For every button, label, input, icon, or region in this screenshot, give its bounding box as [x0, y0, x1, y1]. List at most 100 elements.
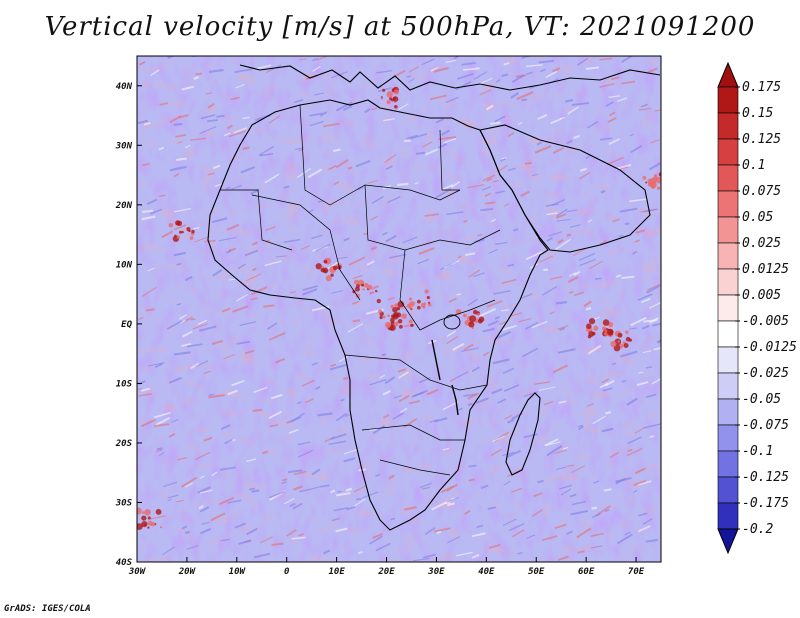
velocity-streak — [627, 448, 633, 452]
updraft-spot — [191, 229, 195, 234]
colorbar-swatch — [717, 86, 739, 114]
velocity-streak — [385, 234, 397, 243]
velocity-streak — [506, 449, 522, 458]
velocity-streak — [169, 115, 182, 123]
velocity-streak — [393, 394, 402, 399]
velocity-streak — [297, 441, 311, 446]
velocity-streak — [286, 416, 302, 424]
velocity-streak — [181, 476, 198, 488]
velocity-streak — [372, 425, 385, 435]
velocity-streak — [461, 347, 479, 353]
velocity-streak — [237, 263, 246, 270]
velocity-streak — [501, 278, 517, 285]
velocity-streak — [545, 441, 561, 446]
velocity-streak — [571, 465, 586, 474]
velocity-streak — [176, 499, 184, 503]
velocity-streak — [141, 209, 153, 213]
velocity-streak — [283, 497, 295, 505]
velocity-streak — [330, 489, 336, 494]
velocity-streak — [546, 203, 559, 207]
velocity-streak — [335, 527, 348, 533]
updraft-spot — [660, 180, 661, 183]
updraft-spot — [628, 338, 632, 342]
velocity-streak — [507, 167, 516, 172]
velocity-streak — [383, 117, 395, 122]
velocity-streak — [552, 146, 565, 155]
lat-tick-label: EQ — [121, 320, 132, 330]
velocity-streak — [471, 553, 480, 559]
velocity-streak — [155, 449, 163, 453]
velocity-streak — [200, 114, 216, 120]
updraft-spot — [610, 340, 617, 348]
velocity-streak — [357, 551, 363, 555]
velocity-streak — [223, 353, 236, 360]
velocity-streak — [343, 448, 359, 455]
velocity-streak — [587, 121, 599, 129]
velocity-streak — [522, 347, 538, 358]
velocity-streak — [300, 245, 311, 251]
velocity-streak — [173, 251, 187, 257]
velocity-streak — [173, 173, 180, 178]
latitude-axis: 40N 30N 20N 10N EQ 10S 20S 30S 40S — [115, 82, 142, 568]
updraft-spot — [427, 302, 432, 307]
velocity-streak — [194, 451, 211, 461]
velocity-streak — [502, 451, 515, 457]
updraft-spot — [424, 289, 429, 294]
velocity-streak — [632, 250, 638, 255]
velocity-streak — [467, 392, 480, 400]
velocity-streak — [332, 148, 341, 153]
velocity-streak — [618, 234, 624, 238]
velocity-streak — [495, 78, 501, 83]
velocity-streak — [329, 363, 347, 371]
velocity-streak — [311, 468, 321, 476]
updraft-spot — [602, 319, 610, 326]
velocity-streak — [590, 532, 605, 538]
velocity-streak — [445, 60, 456, 63]
updraft-spot — [384, 321, 392, 328]
velocity-streak — [593, 480, 600, 484]
velocity-streak — [619, 207, 638, 213]
updraft-spot — [408, 319, 413, 324]
velocity-streak — [309, 120, 324, 127]
map-plot-area — [137, 56, 661, 562]
velocity-streak — [312, 65, 321, 72]
velocity-streak — [353, 498, 366, 508]
updraft-spot — [477, 312, 481, 316]
velocity-streak — [546, 212, 558, 216]
velocity-streak — [504, 414, 512, 420]
updraft-spot — [586, 323, 592, 329]
velocity-streak — [653, 347, 661, 351]
velocity-streak — [348, 256, 366, 266]
colorbar-under-arrow — [717, 528, 739, 555]
velocity-streak — [317, 412, 333, 417]
velocity-streak — [382, 390, 391, 396]
velocity-streak — [137, 387, 143, 390]
velocity-streak — [141, 215, 156, 221]
velocity-streak — [252, 408, 262, 412]
updraft-spot — [468, 321, 475, 328]
velocity-streak — [140, 418, 157, 428]
velocity-streak — [408, 400, 420, 405]
lat-tick-label: 10N — [116, 260, 133, 270]
velocity-streak — [493, 290, 511, 295]
updraft-spot — [379, 315, 383, 320]
updraft-spot — [416, 299, 421, 304]
velocity-streak — [502, 324, 517, 331]
velocity-streak — [208, 394, 226, 399]
velocity-streak — [471, 532, 486, 538]
velocity-streak — [503, 202, 510, 207]
colorbar-swatch — [717, 138, 739, 166]
velocity-streak — [210, 512, 226, 522]
updraft-spot — [477, 318, 483, 324]
velocity-streak — [538, 386, 556, 391]
velocity-streak — [636, 381, 649, 387]
velocity-streak — [311, 362, 318, 366]
velocity-streak — [577, 550, 585, 554]
velocity-streak — [583, 300, 592, 308]
velocity-streak — [236, 293, 248, 302]
lon-tick-label: 30E — [427, 567, 445, 577]
lake-victoria — [443, 314, 461, 330]
velocity-streak — [293, 485, 303, 491]
velocity-streak — [345, 413, 350, 418]
velocity-streak — [591, 512, 601, 519]
